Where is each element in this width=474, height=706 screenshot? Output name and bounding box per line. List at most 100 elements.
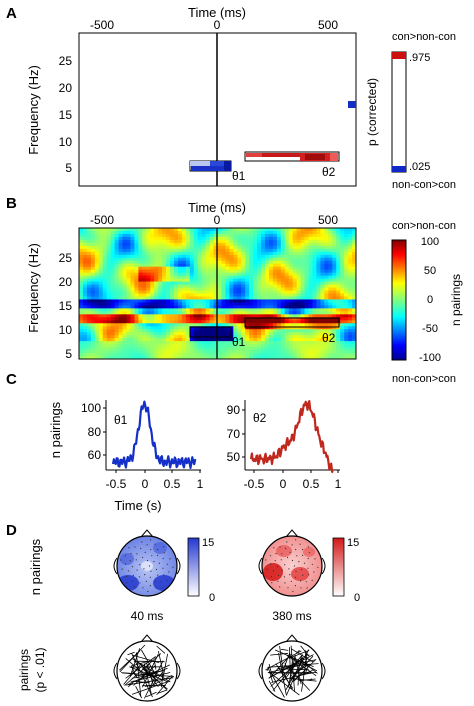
panel-a-theta1-label: θ1 <box>232 169 246 183</box>
panel-c-left-trace <box>111 400 197 469</box>
head-ear-icon <box>321 662 326 680</box>
panel-d-row2-ylabel-line2: (p < .01) <box>33 647 47 692</box>
panel-a-cluster-theta1 <box>189 160 232 172</box>
panel-d-left-cbar-min: 0 <box>209 592 215 604</box>
panel-c-left-ytick: 100 <box>81 401 101 415</box>
panel-b-theta2-box <box>244 317 340 328</box>
panel-a-colorbar <box>391 51 407 173</box>
panel-b-theta1-box <box>189 326 232 338</box>
panel-a-xticks: -500 0 500 <box>90 18 338 32</box>
panel-c-left-ytick: 60 <box>88 448 102 462</box>
panel-a-cbar-red-end <box>392 52 406 59</box>
panel-a: A Time (ms) -500 0 500 Frequency (Hz) 25… <box>6 5 456 191</box>
panel-b-cbar-bottom-label: non-con>con <box>392 373 456 385</box>
panel-b-theta2-label: θ2 <box>322 331 336 345</box>
panel-a-ytick: 25 <box>59 54 73 68</box>
panel-b-ytick: 15 <box>59 299 73 313</box>
panel-b-cbar-ticks: 100 50 0 -50 -100 <box>419 236 441 364</box>
panel-d: D n pairings pairings (p < .01) 15 0 40 … <box>6 522 360 702</box>
panel-b-cbar-tick: 0 <box>427 294 433 306</box>
panel-b-xtick: -500 <box>90 213 114 227</box>
panel-b-ytick: 20 <box>59 275 73 289</box>
head-ear-icon <box>176 662 181 680</box>
panel-d-topomap-left: 15 0 40 ms <box>113 529 215 623</box>
panel-a-theta2-label: θ2 <box>322 165 336 179</box>
panel-c-right-xtick: 1 <box>335 477 342 491</box>
panel-c-left-marker: θ1 <box>114 413 128 427</box>
panel-d-letter: D <box>6 522 17 539</box>
panel-b-ytick: 10 <box>59 323 73 337</box>
head-ear-icon <box>176 557 181 575</box>
panel-a-cbar-bottom-label: non-con>con <box>392 179 456 191</box>
panel-c-right-ytick: 70 <box>227 427 241 441</box>
head-ear-icon <box>258 557 263 575</box>
panel-a-cbar-top-label: con>non-con <box>392 31 456 43</box>
panel-d-right-cbar-max: 15 <box>347 537 359 549</box>
panel-c-left-ytick: 80 <box>88 425 102 439</box>
panel-d-right-cbar-min: 0 <box>354 592 360 604</box>
panel-d-pairings-right <box>258 634 326 702</box>
panel-d-right-colorbar <box>332 537 345 597</box>
panel-b-heatmap <box>79 228 356 359</box>
panel-c-left-xtick: -0.5 <box>106 477 127 491</box>
head-nose-icon <box>285 634 299 643</box>
panel-b-cbar-axis-label: n pairings <box>449 274 463 326</box>
panel-a-edge-cluster <box>348 101 356 108</box>
panel-a-ytick: 5 <box>65 161 72 175</box>
panel-b-cbar-tick: -50 <box>422 323 438 335</box>
panel-c-left-plot: 100 80 60 -0.5 0 0.5 1 θ1 <box>81 400 204 491</box>
panel-a-xtick: 0 <box>214 18 221 32</box>
panel-b-title: Time (ms) <box>188 200 246 215</box>
panel-c-left-xtick: 0.5 <box>164 477 181 491</box>
panel-b-cbar-tick: 100 <box>421 236 439 248</box>
head-ear-icon <box>321 557 326 575</box>
panel-b: B Time (ms) -500 0 500 θ1 θ2 Frequency (… <box>6 195 463 385</box>
panel-b-cbar-top-label: con>non-con <box>392 220 456 232</box>
panel-c-letter: C <box>6 371 17 388</box>
panel-b-xticks: -500 0 500 <box>90 213 338 227</box>
panel-d-topomap-right: 15 0 380 ms <box>258 529 360 623</box>
panel-c-ylabel: n pairings <box>48 401 63 458</box>
panel-a-yticks: 25 20 15 10 5 <box>59 54 73 175</box>
panel-c-right-plot: 90 70 50 -0.5 0 0.5 1 θ2 <box>227 400 342 491</box>
panel-b-cbar-tick: -100 <box>419 352 441 364</box>
pairing-lines <box>265 645 319 698</box>
head-nose-icon <box>140 529 154 538</box>
panel-a-xtick: 500 <box>318 18 338 32</box>
panel-c-right-ytick: 50 <box>227 450 241 464</box>
panel-a-cbar-bottom-tick: .025 <box>409 161 430 173</box>
panel-c: C n pairings Time (s) 100 80 60 -0.5 0 0… <box>6 371 342 513</box>
panel-c-right-trace <box>249 400 334 474</box>
panel-b-cbar-tick: 50 <box>424 265 436 277</box>
panel-a-xtick: -500 <box>90 18 114 32</box>
electrode-dots <box>265 539 319 593</box>
head-nose-icon <box>285 529 299 538</box>
panel-c-right-xtick: 0.5 <box>303 477 320 491</box>
panel-b-xtick: 500 <box>318 213 338 227</box>
panel-c-right-xtick: 0 <box>280 477 287 491</box>
panel-a-cbar-top-tick: .975 <box>409 52 430 64</box>
panel-d-left-colorbar <box>187 537 200 597</box>
panel-b-ytick: 5 <box>65 347 72 361</box>
panel-d-row1-ylabel: n pairings <box>28 538 43 595</box>
panel-a-cluster-theta2 <box>244 151 340 162</box>
panel-d-left-cbar-max: 15 <box>202 537 214 549</box>
panel-c-right-marker: θ2 <box>253 411 267 425</box>
panel-b-ylabel: Frequency (Hz) <box>26 243 41 333</box>
panel-d-row2-ylabel-line1: pairings <box>17 649 31 691</box>
panel-a-letter: A <box>6 5 17 22</box>
panel-c-left-xtick: 0 <box>142 477 149 491</box>
panel-b-xtick: 0 <box>214 213 221 227</box>
panel-d-left-caption: 40 ms <box>131 609 164 623</box>
head-ear-icon <box>113 662 118 680</box>
panel-a-ytick: 10 <box>59 135 73 149</box>
panel-c-right-xtick: -0.5 <box>244 477 265 491</box>
panel-a-cbar-axis-label: p (corrected) <box>365 78 379 146</box>
panel-c-xlabel: Time (s) <box>114 498 161 513</box>
head-ear-icon <box>258 662 263 680</box>
panel-b-ytick: 25 <box>59 251 73 265</box>
electrode-dots <box>120 539 174 593</box>
panel-b-yticks: 25 20 15 10 5 <box>59 251 73 361</box>
head-nose-icon <box>140 634 154 643</box>
